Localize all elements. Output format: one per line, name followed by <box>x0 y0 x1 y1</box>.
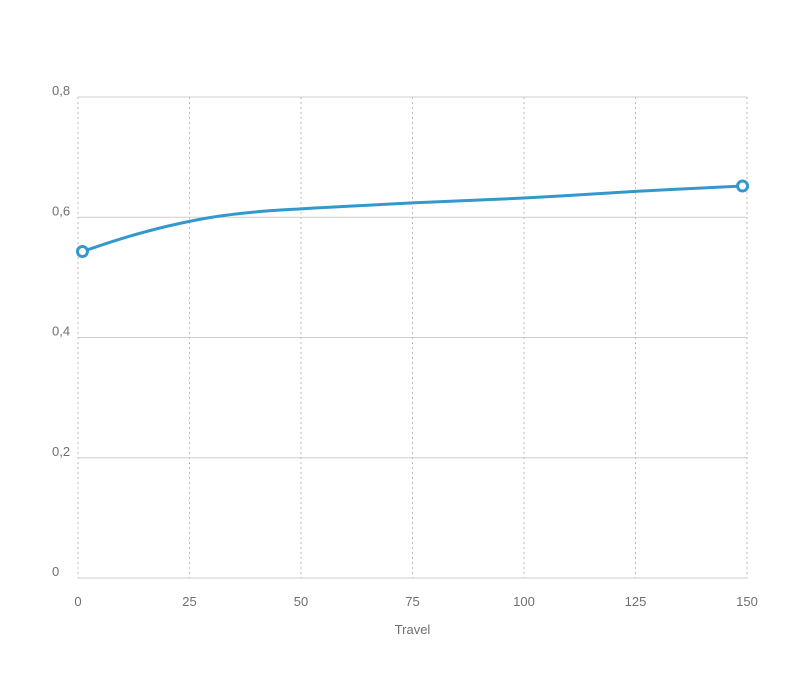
series-line <box>80 184 745 254</box>
y-tick-label: 0,4 <box>52 324 70 339</box>
x-tick-label: 50 <box>294 594 308 609</box>
y-tick-label: 0,6 <box>52 203 70 218</box>
end-point-marker <box>736 179 750 193</box>
x-tick-label: 0 <box>74 594 81 609</box>
x-tick-label: 150 <box>736 594 758 609</box>
x-axis-title: Travel <box>395 622 431 637</box>
x-tick-label: 25 <box>182 594 196 609</box>
x-tick-label: 100 <box>513 594 535 609</box>
x-tick-label: 75 <box>405 594 419 609</box>
x-tick-label: 125 <box>625 594 647 609</box>
y-tick-label: 0,2 <box>52 444 70 459</box>
y-tick-label: 0,8 <box>52 83 70 98</box>
y-tick-label: 0 <box>52 564 59 579</box>
start-point-marker <box>75 245 89 259</box>
